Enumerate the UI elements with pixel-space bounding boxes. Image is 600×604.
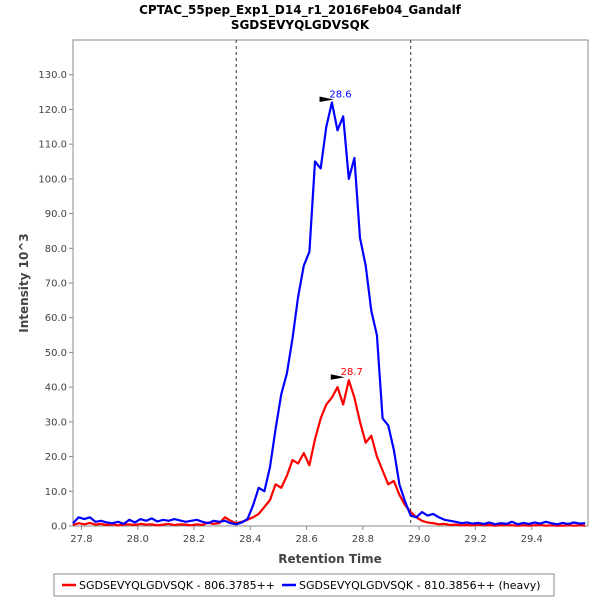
y-tick-label: 60.0	[45, 313, 67, 324]
x-tick-label: 29.4	[521, 534, 543, 545]
peak-label: 28.6	[329, 89, 351, 100]
plot-area	[72, 39, 589, 527]
series-layer	[72, 101, 586, 527]
legend-label: SGDSEVYQLGDVSQK - 806.3785++	[79, 579, 275, 592]
y-tick-label: 120.0	[38, 105, 67, 116]
peak-marker-icon	[330, 374, 345, 380]
y-tick-label: 10.0	[45, 487, 67, 498]
y-tick-label: 70.0	[45, 279, 67, 290]
x-tick-label: 28.4	[239, 534, 261, 545]
x-tick-label: 29.0	[408, 534, 430, 545]
x-tick-label: 28.2	[183, 534, 205, 545]
boundary-lines	[235, 40, 412, 526]
x-tick-label: 28.8	[352, 534, 374, 545]
x-tick-label: 27.8	[70, 534, 92, 545]
chart-subtitle: SGDSEVYQLGDVSQK	[231, 18, 370, 32]
y-tick-label: 0.0	[51, 522, 67, 533]
peak-marker-icon	[319, 96, 334, 102]
y-tick-label: 80.0	[45, 244, 67, 255]
y-tick-label: 110.0	[38, 140, 67, 151]
x-tick-label: 28.0	[127, 534, 149, 545]
chart-title: CPTAC_55pep_Exp1_D14_r1_2016Feb04_Gandal…	[139, 3, 462, 18]
peak-label: 28.7	[341, 367, 363, 378]
y-tick-label: 30.0	[45, 417, 67, 428]
y-tick-label: 90.0	[45, 209, 67, 220]
y-tick-label: 20.0	[45, 452, 67, 463]
legend-box	[53, 573, 555, 597]
x-axis-label: Retention Time	[278, 552, 382, 566]
x-axis: 27.8 28.0 28.2 28.4 28.6 28.8 29.0 29.2 29.4	[70, 526, 543, 545]
y-axis: 0.0 10.0 20.0 30.0 40.0 50.0 60.0 70.0 80.0 90.0 1…	[38, 70, 73, 533]
series-line-light	[72, 379, 586, 527]
y-tick-label: 130.0	[38, 70, 67, 81]
peak-annotations: 28.7 28.6	[319, 89, 363, 380]
y-tick-label: 50.0	[45, 348, 67, 359]
legend-label: SGDSEVYQLGDVSQK - 810.3856++ (heavy)	[299, 579, 541, 592]
legend: SGDSEVYQLGDVSQK - 806.3785++ SGDSEVYQLGDV…	[62, 579, 541, 592]
x-tick-label: 28.6	[295, 534, 317, 545]
y-tick-label: 40.0	[45, 383, 67, 394]
y-tick-label: 100.0	[38, 174, 67, 185]
x-tick-label: 29.2	[464, 534, 486, 545]
y-axis-label: Intensity 10^3	[17, 233, 31, 333]
series-line-heavy	[72, 101, 586, 526]
